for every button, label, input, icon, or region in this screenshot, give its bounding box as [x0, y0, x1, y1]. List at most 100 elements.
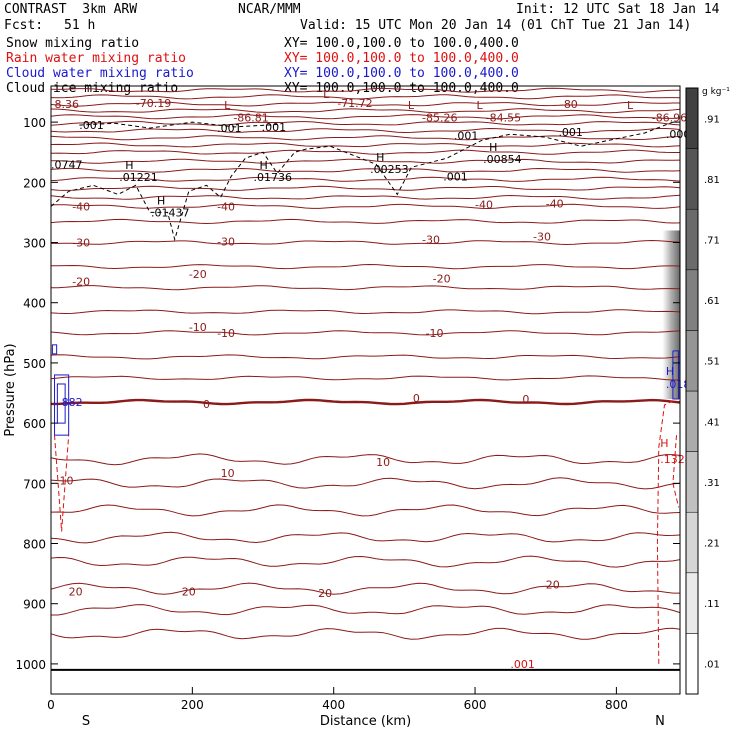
extremum-marker: L	[476, 99, 483, 112]
project-title: CONTRAST 3km ARW	[4, 2, 138, 17]
contour-label: 10	[59, 474, 73, 487]
isotherm-line	[50, 142, 681, 148]
isotherm-line	[50, 135, 681, 141]
isotherm-line	[50, 263, 681, 270]
contour-label: -20	[72, 276, 90, 289]
colorbar-bin	[685, 451, 699, 513]
isotherm-line	[50, 101, 680, 107]
rain-contour	[656, 398, 677, 664]
colorbar-tick-label: .61	[704, 296, 720, 307]
contour-label: 882	[62, 396, 83, 409]
contour-label: -84.55	[486, 111, 521, 124]
isotherm-line	[50, 185, 681, 191]
y-tick-label: 200	[23, 176, 46, 190]
contour-label: -40	[546, 197, 564, 210]
contour-label: -20	[433, 273, 451, 286]
cloud-water-contour	[56, 383, 66, 424]
colorbar-bin	[685, 330, 699, 392]
y-axis-title: Pressure (hPa)	[3, 343, 18, 436]
extremum-marker: H	[125, 159, 133, 172]
isotherm-line	[51, 604, 681, 616]
colorbar-tick-label: .51	[704, 357, 720, 368]
legend-rain-xy: XY= 100.0,100.0 to 100.0,400.0	[284, 51, 519, 66]
extremum-marker: H	[376, 151, 384, 164]
isotherm-line	[50, 285, 681, 291]
isotherm-line	[50, 120, 681, 126]
contour-label: -10	[217, 327, 235, 340]
contour-label: .1324	[660, 453, 692, 466]
extremum-marker: H	[660, 437, 668, 450]
isotherm-line	[50, 203, 681, 210]
isotherm-line	[51, 239, 681, 246]
colorbar-tick-label: .81	[704, 175, 720, 186]
x-tick-label: 400	[322, 698, 345, 712]
extremum-marker: H	[489, 141, 497, 154]
rain-contour	[54, 435, 70, 532]
legend-snow-xy: XY= 100.0,100.0 to 100.0,400.0	[284, 36, 519, 51]
contour-label: .001	[217, 122, 242, 135]
contour-label: -30	[533, 230, 551, 243]
y-tick-label: 1000	[15, 658, 46, 672]
isotherm-line	[50, 627, 681, 640]
extremum-value: .00253	[370, 163, 409, 176]
colorbar-tick-label: .91	[704, 114, 720, 125]
isotherm-line	[50, 453, 681, 466]
contour-label: -86.96	[652, 111, 687, 124]
contour-label: -86.81	[233, 111, 268, 124]
contour-label: 20	[182, 586, 196, 599]
colorbar-bin	[685, 269, 699, 331]
contour-label: 10	[221, 467, 235, 480]
isotherm-line	[50, 330, 681, 336]
forecast-hour: 51 h	[64, 18, 96, 33]
colorbar-tick-label: .01	[704, 660, 720, 671]
extremum-marker: H	[259, 159, 267, 172]
y-tick-label: 600	[23, 417, 46, 431]
isotherm-line	[50, 167, 681, 173]
isotherm-line	[50, 149, 680, 155]
init-time: Init: 12 UTC Sat 18 Jan 14	[516, 2, 720, 17]
colorbar-frame	[685, 87, 699, 695]
contour-label: .000	[666, 128, 691, 141]
extremum-marker: L	[323, 88, 330, 101]
colorbar-bin	[685, 390, 699, 452]
contour-label: 20	[69, 586, 83, 599]
colorbar-unit: g kg⁻¹	[702, 87, 730, 97]
contour-label: .0747	[51, 158, 83, 171]
y-tick-label: 800	[23, 538, 46, 552]
legend-cloudice-xy: XY= 100.0,100.0 to 100.0,400.0	[284, 81, 519, 96]
cloud-water-contour	[51, 344, 58, 355]
contour-label: -10	[426, 327, 444, 340]
legend-cloudwater-label: Cloud water mixing ratio	[6, 66, 194, 81]
colorbar-bin	[685, 148, 699, 210]
rain-contour	[672, 435, 680, 508]
contour-label: 20	[318, 587, 332, 600]
contour-label: -85.26	[422, 111, 457, 124]
colorbar-bin	[685, 511, 699, 574]
y-tick-label: 500	[23, 357, 46, 371]
contour-label: .001	[262, 121, 287, 134]
isotherm-line	[50, 555, 681, 568]
isotherm-line	[50, 504, 681, 517]
x-axis-title: Distance (km)	[320, 714, 411, 729]
legend-rain-label: Rain water mixing ratio	[6, 51, 187, 66]
isotherm-line	[50, 375, 680, 381]
legend-cloudwater-xy: XY= 100.0,100.0 to 100.0,400.0	[284, 66, 519, 81]
y-tick-label: 700	[23, 477, 46, 491]
contour-label: 0	[203, 398, 210, 411]
isotherm-line	[50, 94, 681, 100]
extremum-marker: H	[666, 365, 674, 378]
contour-label: -30	[217, 235, 235, 248]
isotherm-line	[50, 176, 681, 182]
contour-label: 8.36	[55, 98, 80, 111]
extremum-value: .01736	[253, 171, 292, 184]
x-tick-label: 800	[605, 698, 628, 712]
isotherm-line	[50, 108, 681, 114]
y-tick-label: 300	[23, 237, 46, 251]
extremum-marker: H	[157, 195, 165, 208]
contour-label: -70.19	[136, 97, 171, 110]
cloud-ice-contour	[79, 121, 278, 129]
extremum-marker: L	[224, 99, 231, 112]
isotherm-line	[50, 87, 680, 93]
x-tick-label: 200	[181, 698, 204, 712]
